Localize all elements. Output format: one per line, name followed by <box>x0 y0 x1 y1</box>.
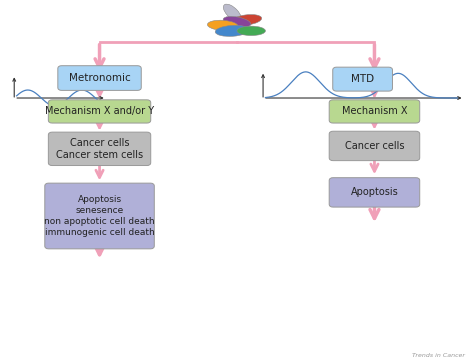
FancyBboxPatch shape <box>58 66 141 90</box>
FancyBboxPatch shape <box>48 100 151 123</box>
FancyBboxPatch shape <box>329 131 419 160</box>
Ellipse shape <box>215 25 249 36</box>
Text: Cancer cells: Cancer cells <box>345 141 404 151</box>
FancyBboxPatch shape <box>329 100 419 123</box>
Ellipse shape <box>231 15 262 25</box>
Text: Cancer cells
Cancer stem cells: Cancer cells Cancer stem cells <box>56 138 143 160</box>
FancyBboxPatch shape <box>333 67 392 91</box>
Ellipse shape <box>237 26 265 36</box>
Text: Mechanism X: Mechanism X <box>342 106 407 117</box>
Text: Apoptosis
senesence
non apoptotic cell death
immunogenic cell death: Apoptosis senesence non apoptotic cell d… <box>44 195 155 237</box>
Text: Apoptosis: Apoptosis <box>351 187 398 197</box>
Text: Trends in Cancer: Trends in Cancer <box>411 352 465 358</box>
Text: Mechanism X and/or Y: Mechanism X and/or Y <box>45 106 154 117</box>
Ellipse shape <box>223 16 251 27</box>
FancyBboxPatch shape <box>48 132 151 166</box>
Text: MTD: MTD <box>351 74 374 84</box>
Text: Metronomic: Metronomic <box>69 73 130 83</box>
FancyBboxPatch shape <box>45 183 155 249</box>
Ellipse shape <box>223 4 241 21</box>
FancyBboxPatch shape <box>329 178 419 207</box>
Ellipse shape <box>208 20 238 30</box>
